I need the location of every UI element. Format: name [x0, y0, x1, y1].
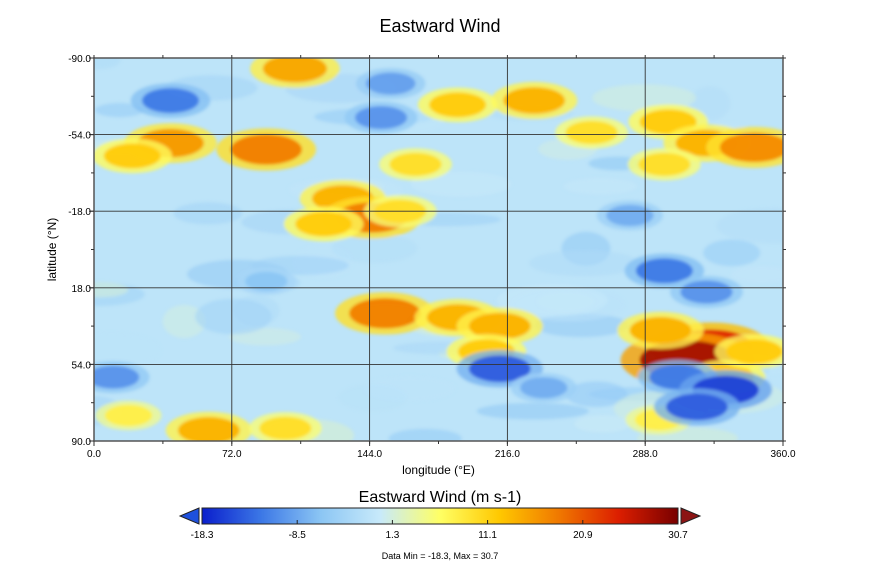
field-cell: [389, 152, 442, 176]
field-cell: [638, 152, 691, 176]
field-cell: [606, 204, 654, 227]
field-cell: [338, 384, 408, 412]
field-cell: [178, 417, 240, 441]
y-tick-label: -54.0: [68, 131, 91, 142]
field-cell: [666, 393, 728, 421]
colorbar-ramp: [201, 507, 679, 525]
colorbar-high-arrow: [680, 507, 702, 525]
colorbar: -18.3 -8.5 1.3 11.1 20.9 30.7: [178, 507, 702, 541]
field-cell: [388, 428, 462, 441]
x-tick-label: 144.0: [357, 449, 382, 460]
heatmap-field: [94, 58, 783, 441]
field-cell: [680, 280, 733, 304]
field-cell: [468, 355, 531, 382]
field-cell: [230, 134, 302, 165]
colorbar-tick-label: -18.3: [191, 530, 214, 541]
y-tick-label: 18.0: [72, 284, 92, 295]
field-cell: [173, 202, 243, 225]
x-tick-label: 216.0: [495, 449, 520, 460]
field-cell: [520, 377, 568, 399]
field-cell: [94, 282, 129, 298]
colorbar-tick-label: 1.3: [385, 530, 399, 541]
colorbar-tick-label: 30.7: [668, 530, 688, 541]
y-tick-label: 90.0: [72, 437, 92, 448]
field-cell: [730, 265, 783, 284]
field-cell: [529, 250, 640, 277]
field-cell: [104, 404, 153, 427]
field-cell: [245, 271, 288, 292]
field-cell: [349, 298, 421, 329]
field-cell: [95, 103, 144, 118]
data-min-max-note: Data Min = -18.3, Max = 30.7: [381, 551, 499, 561]
field-cell: [355, 106, 408, 130]
chart-title: Eastward Wind: [379, 16, 501, 36]
field-cell: [503, 87, 565, 114]
x-axis-label: longitude (°E): [402, 463, 475, 477]
colorbar-low-arrow: [178, 507, 200, 525]
field-cell: [574, 414, 631, 433]
field-cell: [410, 171, 512, 197]
y-tick-label: -90.0: [68, 54, 91, 65]
field-features: [94, 58, 783, 441]
field-cell: [429, 92, 487, 118]
axes: 0.0 72.0 144.0 216.0 288.0 360.0 -90.0 -54.0 -18…: [68, 54, 796, 460]
field-cell: [331, 233, 418, 263]
field-cell: [565, 120, 618, 144]
colorbar-tick-label: 20.9: [573, 530, 593, 541]
x-tick-label: 288.0: [633, 449, 658, 460]
colorbar-title: Eastward Wind (m s-1): [358, 489, 522, 506]
field-cell: [162, 304, 206, 339]
field-cell: [635, 258, 693, 284]
colorbar-tick-label: -8.5: [289, 530, 307, 541]
x-tick-label: 0.0: [87, 449, 101, 460]
field-cell: [94, 365, 140, 389]
field-cell: [259, 416, 312, 440]
y-axis-label: latitude (°N): [45, 218, 59, 282]
field-cell: [476, 402, 589, 420]
field-cell: [195, 298, 272, 335]
field-cell: [563, 177, 638, 195]
field-cell: [468, 312, 531, 340]
field-cell: [719, 132, 783, 163]
field-cell: [94, 333, 161, 367]
field-cell: [142, 88, 199, 113]
grid-lines: [94, 58, 783, 441]
x-tick-label: 360.0: [770, 449, 795, 460]
x-tick-label: 72.0: [222, 449, 242, 460]
field-cell: [103, 143, 161, 169]
colorbar-tick-label: 11.1: [478, 530, 497, 541]
field-cell: [725, 339, 783, 365]
field-cell: [262, 58, 327, 83]
field-cell: [716, 208, 783, 244]
field-cell: [295, 211, 353, 237]
y-tick-label: -18.0: [68, 207, 91, 218]
field-cell: [496, 284, 608, 317]
field-cell: [703, 239, 761, 267]
field-cell: [94, 58, 121, 70]
y-tick-label: 54.0: [72, 360, 92, 371]
field-cell: [365, 72, 416, 95]
field-cell: [629, 317, 692, 344]
